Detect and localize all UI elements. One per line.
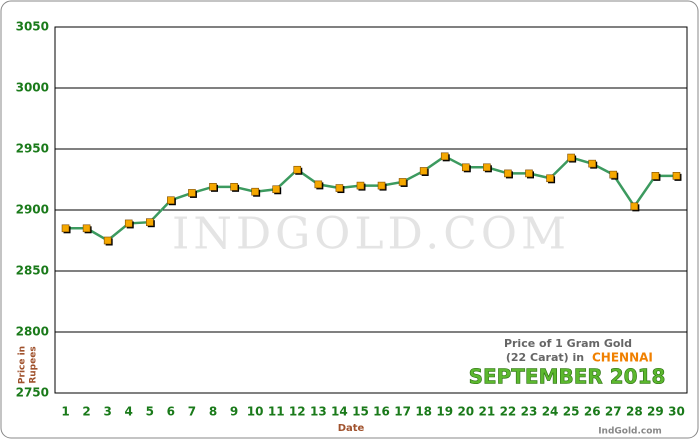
marker: [419, 167, 428, 175]
x-tick-label: 17: [394, 405, 411, 419]
marker: [188, 189, 196, 197]
x-tick-label: 8: [209, 405, 217, 419]
marker: [146, 218, 154, 226]
marker: [609, 170, 618, 179]
marker: [525, 169, 533, 178]
marker: [630, 202, 639, 211]
x-tick-label: 7: [188, 405, 196, 419]
marker: [440, 152, 449, 161]
marker: [251, 187, 259, 196]
x-tick-label: 16: [373, 405, 390, 419]
watermark: INDGOLD.COM: [172, 209, 570, 260]
marker: [483, 163, 491, 172]
legend-month: SEPTEMBER 2018: [469, 365, 666, 389]
source: IndGold.com: [598, 427, 662, 437]
x-tick-label: 30: [668, 405, 685, 419]
x-tick-label: 3: [103, 405, 111, 419]
y-tick-label: 2850: [16, 264, 49, 278]
marker: [293, 165, 302, 174]
y-axis-label: Rupees: [29, 346, 39, 383]
x-tick-label: 1: [61, 405, 69, 419]
marker: [82, 224, 91, 233]
y-tick-label: 2800: [16, 325, 49, 339]
y-tick-label: 3000: [16, 81, 49, 95]
x-tick-label: 20: [457, 405, 474, 419]
marker: [314, 180, 323, 189]
x-tick-label: 10: [247, 405, 264, 419]
y-tick-label: 2900: [16, 203, 49, 217]
y-tick-label: 3050: [16, 20, 49, 34]
x-tick-label: 21: [479, 405, 496, 419]
x-tick-label: 28: [626, 405, 643, 419]
marker: [230, 183, 238, 191]
marker: [356, 181, 365, 190]
legend-line2: (22 Carat) in: [506, 351, 584, 364]
marker: [103, 236, 112, 245]
x-tick-label: 5: [146, 405, 154, 419]
marker: [672, 172, 681, 180]
marker: [272, 185, 281, 194]
x-tick-label: 13: [310, 405, 327, 419]
legend-city: CHENNAI: [592, 351, 653, 365]
x-tick-label: 14: [331, 405, 348, 419]
x-tick-label: 24: [542, 405, 559, 419]
x-axis-label: Date: [338, 423, 365, 434]
legend-line1: Price of 1 Gram Gold: [504, 337, 632, 350]
x-tick-label: 9: [230, 405, 238, 419]
marker: [504, 169, 512, 178]
x-tick-label: 23: [521, 405, 538, 419]
x-tick-label: 29: [647, 405, 664, 419]
marker: [61, 224, 70, 233]
x-tick-label: 19: [436, 405, 453, 419]
marker: [567, 153, 575, 162]
x-tick-label: 22: [500, 405, 517, 419]
marker: [124, 219, 133, 228]
y-axis-label: Price in: [18, 346, 28, 384]
y-tick-label: 2750: [16, 386, 49, 400]
marker: [651, 172, 660, 180]
x-tick-label: 6: [167, 405, 175, 419]
x-tick-label: 12: [289, 405, 306, 419]
x-tick-label: 18: [415, 405, 432, 419]
x-tick-label: 15: [352, 405, 369, 419]
marker: [209, 183, 217, 191]
marker: [398, 178, 407, 186]
x-tick-label: 4: [125, 405, 133, 419]
marker: [167, 196, 175, 205]
y-tick-label: 2950: [16, 142, 49, 156]
x-tick-label: 26: [584, 405, 601, 419]
x-tick-label: 11: [268, 405, 285, 419]
marker: [546, 174, 554, 183]
marker: [461, 163, 470, 172]
marker: [588, 159, 597, 168]
marker: [377, 181, 386, 190]
x-tick-label: 2: [82, 405, 90, 419]
x-tick-label: 25: [563, 405, 580, 419]
x-tick-label: 27: [605, 405, 622, 419]
marker: [335, 184, 344, 192]
